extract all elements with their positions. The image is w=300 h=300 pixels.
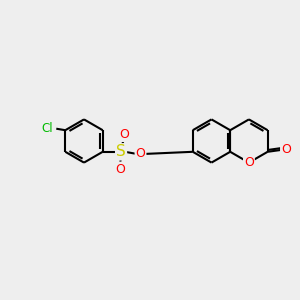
Text: O: O <box>136 148 146 160</box>
Text: O: O <box>115 163 125 176</box>
Text: O: O <box>119 128 129 141</box>
Text: Cl: Cl <box>42 122 53 135</box>
Text: O: O <box>281 143 291 156</box>
Text: O: O <box>244 156 254 169</box>
Text: S: S <box>116 144 126 159</box>
